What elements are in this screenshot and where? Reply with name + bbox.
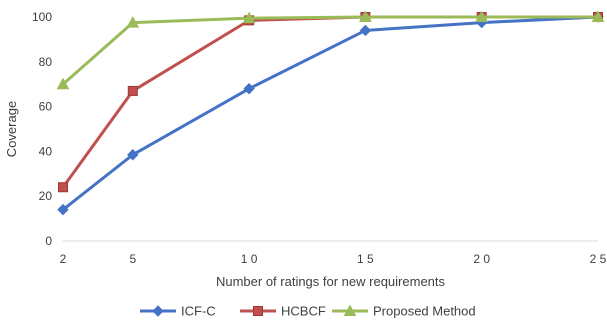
data-point-proposed-method [126,16,140,28]
data-point-hcbcf [127,85,138,96]
series-layer [56,10,605,216]
legend-marker [343,304,357,316]
x-tick-label: 5 [129,252,136,266]
legend: ICF-C HCBCF Proposed Method [140,304,476,319]
data-point-hcbcf [58,182,68,193]
y-tick-label: 60 [39,100,53,114]
y-tick-label: 0 [45,234,52,248]
y-tick-label: 80 [39,55,53,69]
legend-item-icf-c: ICF-C [140,304,216,319]
legend-label: Proposed Method [373,304,476,319]
data-point-icf-c [127,149,139,161]
legend-label: HCBCF [281,304,326,319]
x-axis-title: Number of ratings for new requirements [216,274,446,289]
series-proposed-method [56,10,605,90]
y-axis-ticks: 0 20 40 60 80 100 [32,10,52,248]
legend-marker [253,306,263,316]
x-tick-label: 2 5 [590,252,607,266]
series-line-hcbcf [61,15,598,189]
data-point-icf-c [57,203,69,216]
data-point-proposed-method [56,77,70,90]
data-point-proposed-method [359,10,372,22]
series-line-icf-c [62,15,599,211]
x-axis-ticks: 2 5 1 0 1 5 2 0 2 5 [60,252,607,266]
data-point-proposed-method [242,11,256,24]
y-tick-label: 100 [32,10,52,24]
series-line-proposed-method [62,15,598,86]
y-tick-label: 20 [39,189,53,203]
legend-item-proposed-method: Proposed Method [332,304,476,319]
data-point-icf-c [359,24,372,37]
legend-marker [152,305,164,317]
x-tick-label: 1 5 [357,252,374,266]
data-point-proposed-method [475,10,489,22]
x-tick-label: 2 [60,252,67,266]
y-axis-title: Coverage [4,101,19,157]
legend-item-hcbcf: HCBCF [240,304,326,319]
y-tick-label: 40 [39,144,53,158]
data-point-proposed-method [591,10,605,22]
series-hcbcf [58,12,603,193]
x-tick-label: 2 0 [473,252,490,266]
data-point-icf-c [243,82,255,95]
series-icf-c [57,11,604,216]
legend-label: ICF-C [181,304,216,319]
x-tick-label: 1 0 [241,252,258,266]
